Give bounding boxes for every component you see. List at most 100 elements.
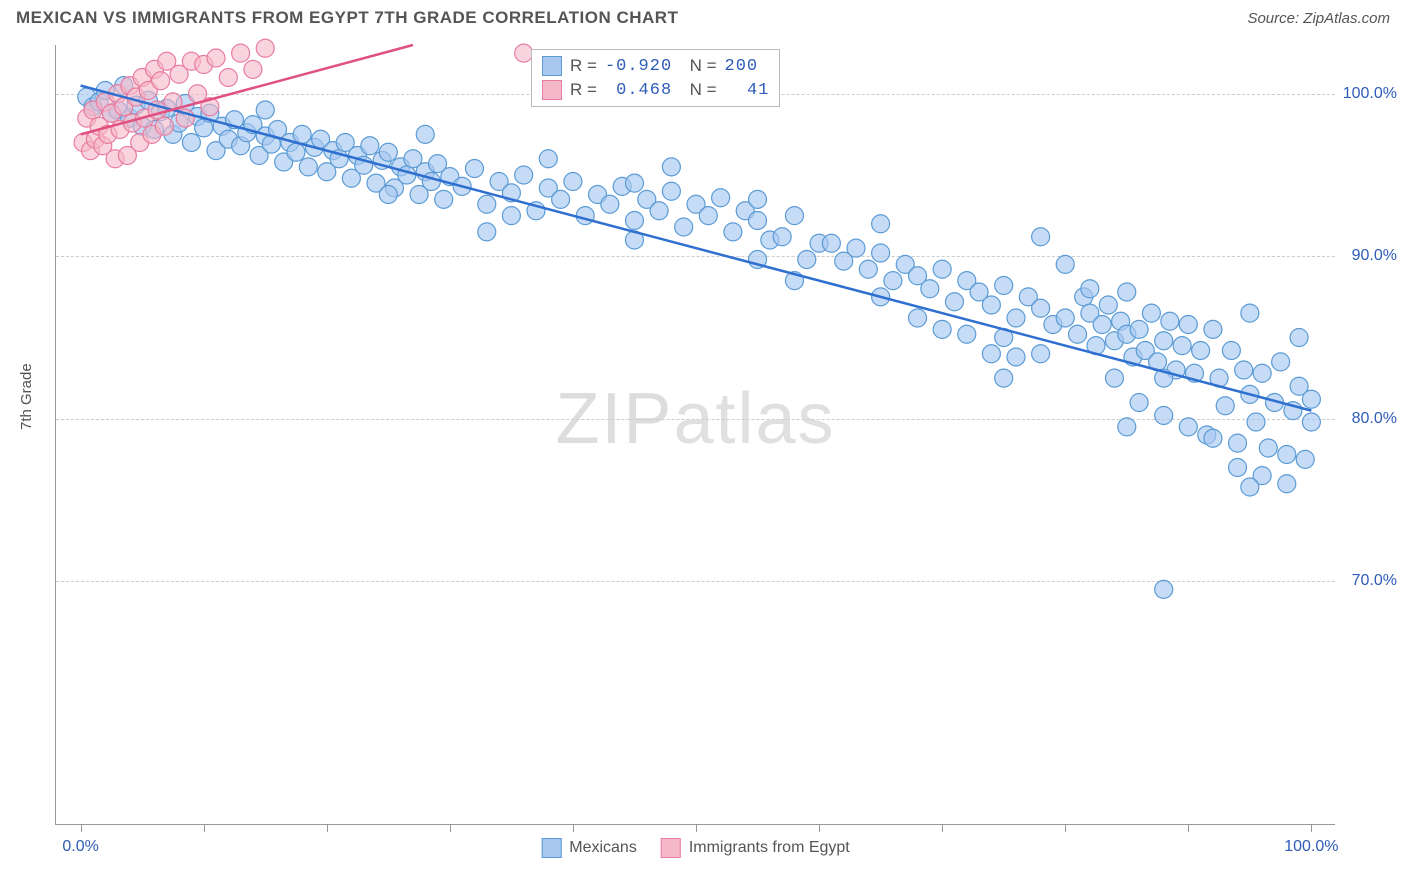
data-point-mexicans xyxy=(465,160,483,178)
data-point-mexicans xyxy=(1241,304,1259,322)
correlation-legend: R = -0.920 N = 200 R = 0.468 N = 41 xyxy=(531,49,780,107)
data-point-mexicans xyxy=(182,134,200,152)
x-tick xyxy=(1188,824,1189,832)
data-point-mexicans xyxy=(1247,413,1265,431)
data-point-mexicans xyxy=(1302,413,1320,431)
data-point-mexicans xyxy=(675,218,693,236)
r-value-egypt: 0.468 xyxy=(605,81,672,100)
data-point-mexicans xyxy=(1241,478,1259,496)
data-point-mexicans xyxy=(1118,418,1136,436)
data-point-mexicans xyxy=(539,150,557,168)
x-tick xyxy=(204,824,205,832)
r-label: R = xyxy=(570,80,597,100)
data-point-egypt xyxy=(219,69,237,87)
data-point-mexicans xyxy=(478,195,496,213)
data-point-mexicans xyxy=(1105,369,1123,387)
x-tick xyxy=(450,824,451,832)
y-tick-label: 80.0% xyxy=(1352,410,1397,428)
data-point-mexicans xyxy=(1179,418,1197,436)
data-point-mexicans xyxy=(1278,475,1296,493)
data-point-mexicans xyxy=(379,143,397,161)
data-point-mexicans xyxy=(958,325,976,343)
n-value-egypt: 41 xyxy=(725,81,770,100)
swatch-egypt-icon xyxy=(661,838,681,858)
data-point-mexicans xyxy=(982,296,1000,314)
data-point-mexicans xyxy=(982,345,1000,363)
data-point-mexicans xyxy=(1007,309,1025,327)
data-point-mexicans xyxy=(1155,580,1173,598)
data-point-mexicans xyxy=(749,190,767,208)
r-label: R = xyxy=(570,56,597,76)
data-point-mexicans xyxy=(1290,329,1308,347)
trend-line-mexicans xyxy=(81,86,1312,411)
data-point-mexicans xyxy=(650,202,668,220)
data-point-mexicans xyxy=(945,293,963,311)
data-point-mexicans xyxy=(1259,439,1277,457)
data-point-mexicans xyxy=(1099,296,1117,314)
swatch-mexicans-icon xyxy=(541,838,561,858)
data-point-mexicans xyxy=(601,195,619,213)
chart-title: MEXICAN VS IMMIGRANTS FROM EGYPT 7TH GRA… xyxy=(16,8,678,28)
chart-header: MEXICAN VS IMMIGRANTS FROM EGYPT 7TH GRA… xyxy=(0,0,1406,36)
x-tick xyxy=(573,824,574,832)
data-point-mexicans xyxy=(1007,348,1025,366)
bottom-legend: Mexicans Immigrants from Egypt xyxy=(541,838,850,858)
data-point-mexicans xyxy=(1130,394,1148,412)
data-point-mexicans xyxy=(1235,361,1253,379)
data-point-mexicans xyxy=(361,137,379,155)
x-tick xyxy=(696,824,697,832)
n-label: N = xyxy=(680,80,716,100)
data-point-egypt xyxy=(256,39,274,57)
data-point-mexicans xyxy=(921,280,939,298)
data-point-mexicans xyxy=(822,234,840,252)
data-point-mexicans xyxy=(859,260,877,278)
swatch-egypt xyxy=(542,80,562,100)
data-point-mexicans xyxy=(933,320,951,338)
data-point-mexicans xyxy=(478,223,496,241)
data-point-mexicans xyxy=(872,215,890,233)
data-point-mexicans xyxy=(1081,280,1099,298)
data-point-mexicans xyxy=(1179,316,1197,334)
y-axis-label: 7th Grade xyxy=(18,363,35,430)
data-point-mexicans xyxy=(416,125,434,143)
n-value-mexicans: 200 xyxy=(725,57,759,76)
data-point-mexicans xyxy=(872,244,890,262)
data-point-mexicans xyxy=(1118,283,1136,301)
data-point-mexicans xyxy=(933,260,951,278)
data-point-egypt xyxy=(244,60,262,78)
y-tick-label: 100.0% xyxy=(1343,85,1397,103)
data-point-mexicans xyxy=(1272,353,1290,371)
data-point-mexicans xyxy=(1161,312,1179,330)
data-point-mexicans xyxy=(435,190,453,208)
data-point-mexicans xyxy=(625,174,643,192)
data-point-mexicans xyxy=(884,272,902,290)
data-point-mexicans xyxy=(995,277,1013,295)
data-point-mexicans xyxy=(773,228,791,246)
data-point-mexicans xyxy=(398,166,416,184)
data-point-mexicans xyxy=(909,309,927,327)
legend-label-egypt: Immigrants from Egypt xyxy=(689,839,850,857)
x-tick-label: 100.0% xyxy=(1284,838,1338,856)
data-point-mexicans xyxy=(1142,304,1160,322)
x-tick xyxy=(81,824,82,832)
x-tick xyxy=(1065,824,1066,832)
chart-plot-area: ZIPatlas 70.0%80.0%90.0%100.0% 0.0%100.0… xyxy=(55,45,1335,825)
data-point-mexicans xyxy=(724,223,742,241)
swatch-mexicans xyxy=(542,56,562,76)
data-point-mexicans xyxy=(625,212,643,230)
data-point-mexicans xyxy=(299,158,317,176)
data-point-mexicans xyxy=(256,101,274,119)
data-point-mexicans xyxy=(1130,320,1148,338)
legend-row-mexicans: R = -0.920 N = 200 xyxy=(542,54,769,78)
data-point-mexicans xyxy=(1056,255,1074,273)
data-point-mexicans xyxy=(1032,299,1050,317)
data-point-mexicans xyxy=(1056,309,1074,327)
data-point-mexicans xyxy=(749,212,767,230)
data-point-egypt xyxy=(232,44,250,62)
r-value-mexicans: -0.920 xyxy=(605,57,672,76)
data-point-mexicans xyxy=(1093,316,1111,334)
data-point-mexicans xyxy=(1032,228,1050,246)
x-tick-label: 0.0% xyxy=(62,838,98,856)
scatter-svg xyxy=(56,45,1335,824)
data-point-mexicans xyxy=(422,173,440,191)
